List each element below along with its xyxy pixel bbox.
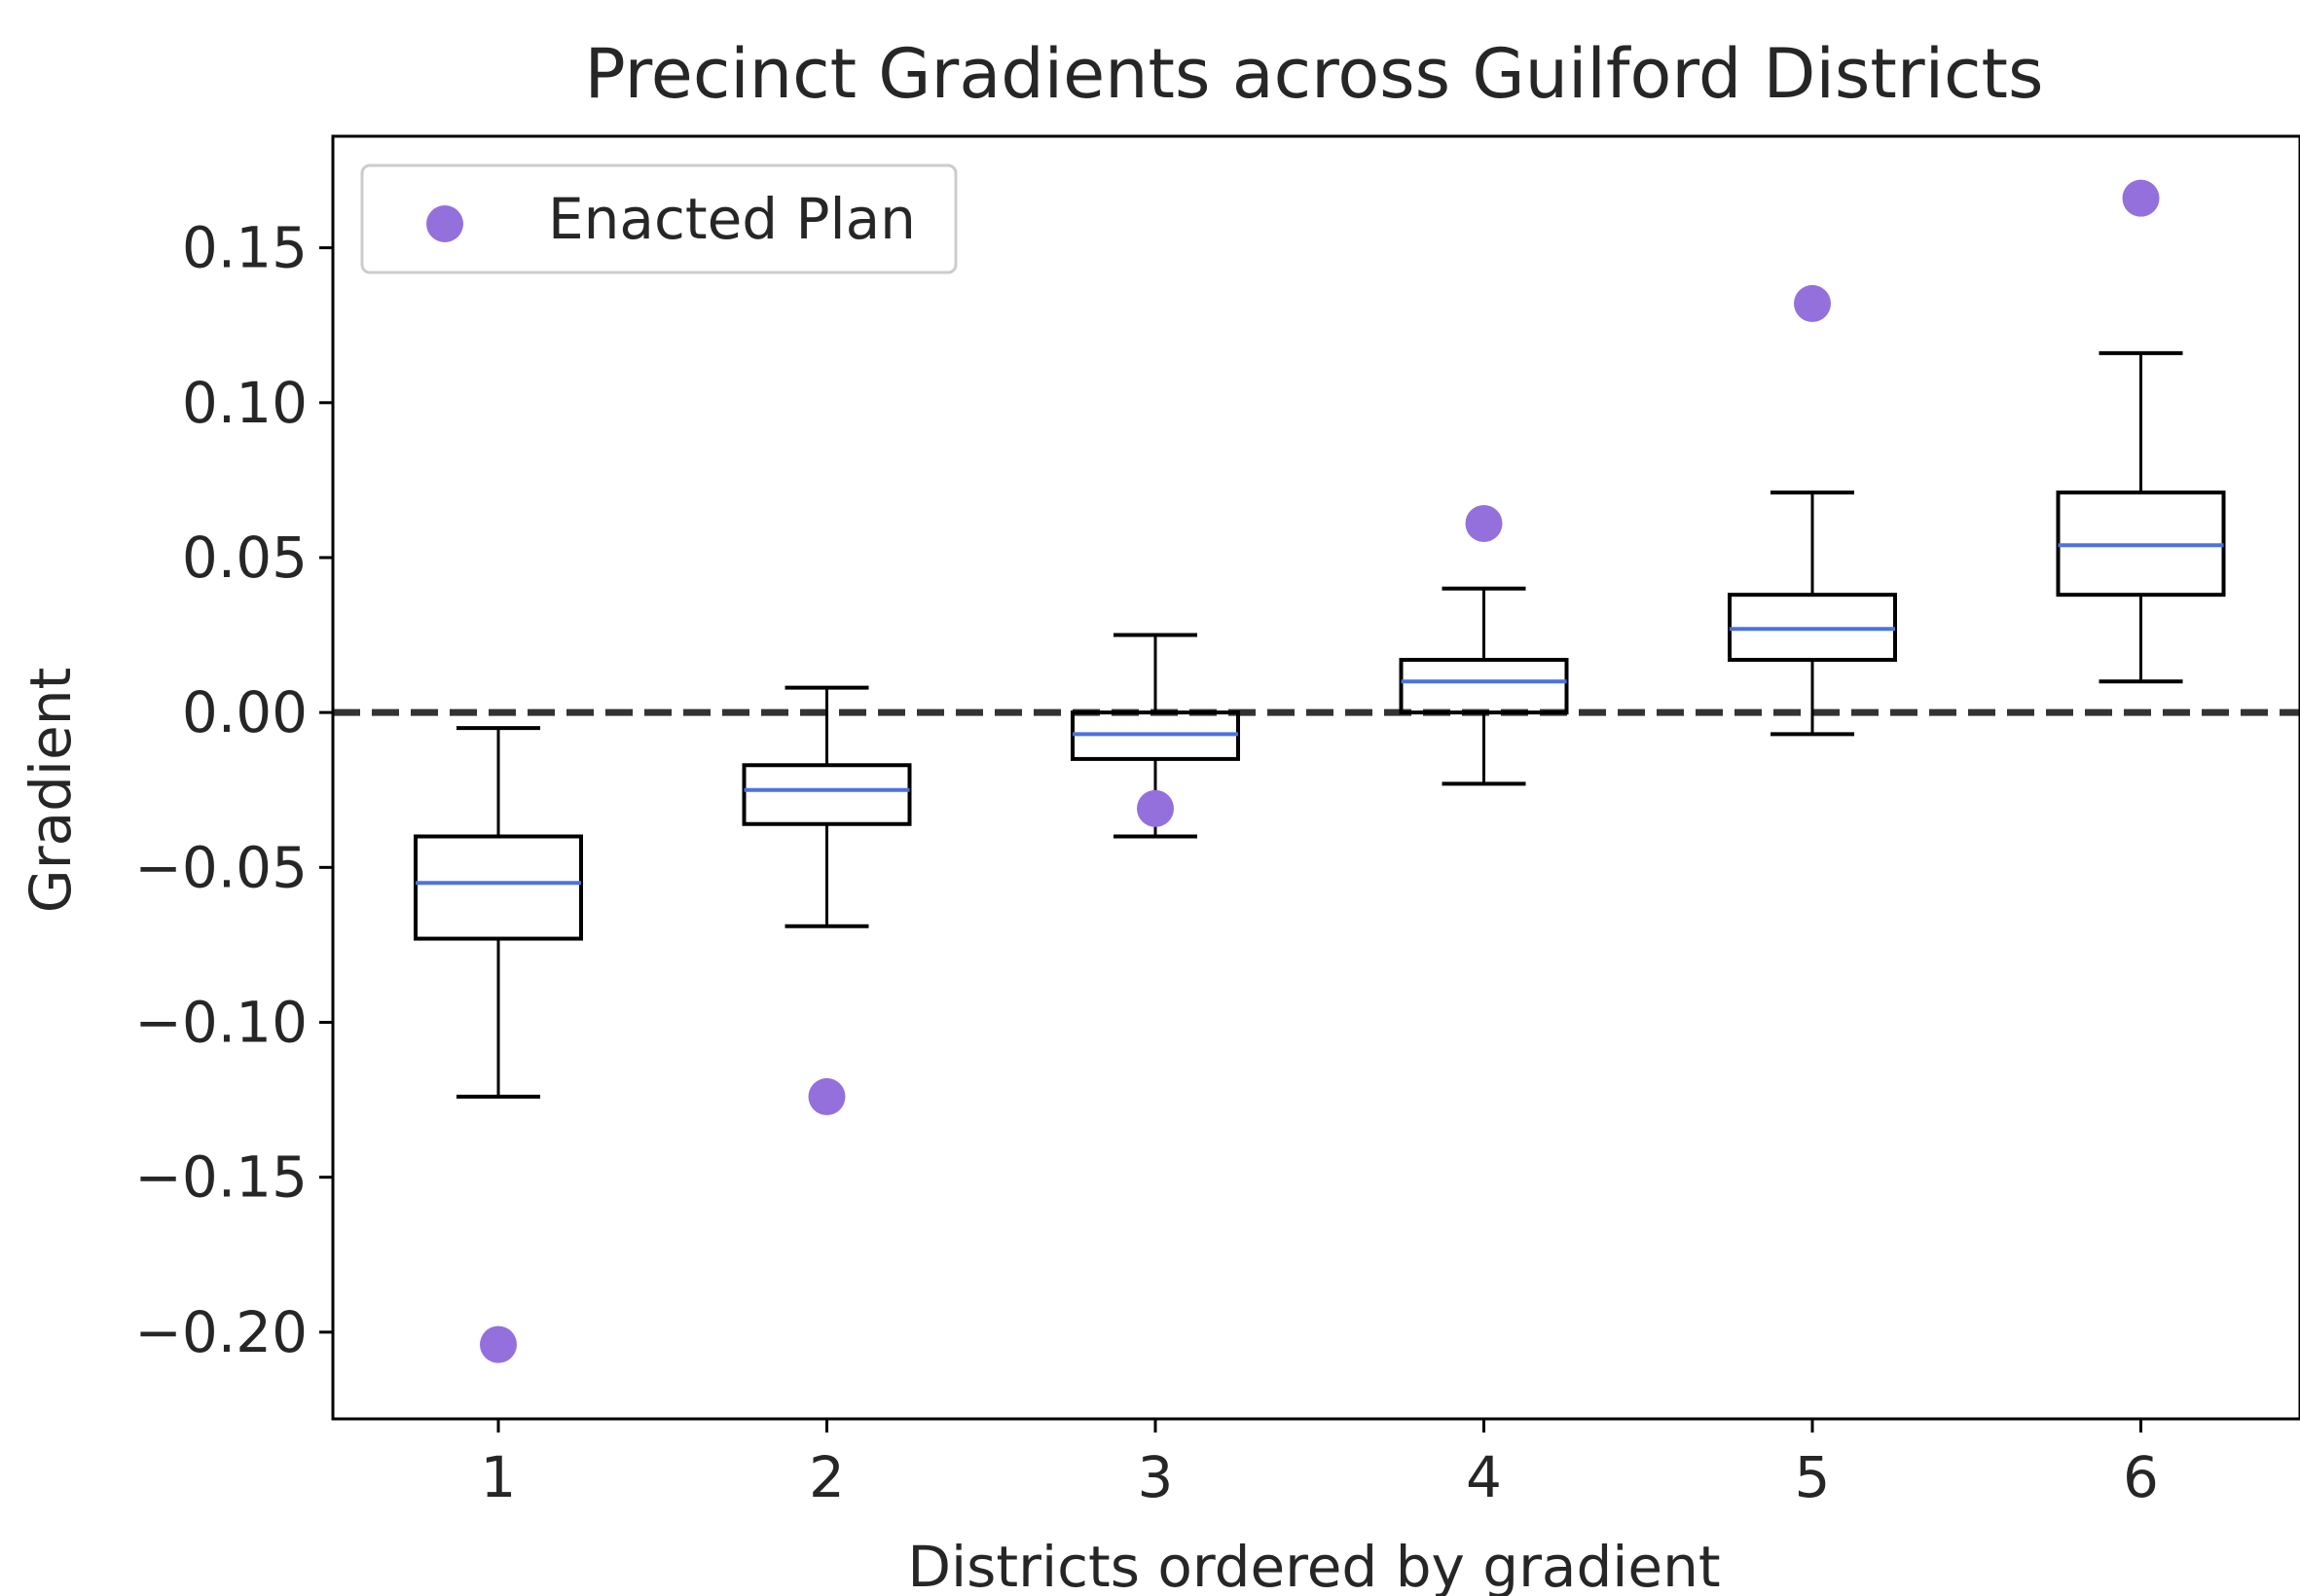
- box-district-4: [1399, 586, 1569, 786]
- x-tick-label: 2: [809, 1444, 845, 1510]
- enacted-point-district-5: [1794, 284, 1831, 322]
- legend-marker-enacted: [426, 205, 463, 242]
- plot-area: [333, 179, 2300, 1363]
- enacted-point-district-4: [1465, 504, 1503, 542]
- enacted-point-district-2: [808, 1077, 846, 1115]
- y-tick-label: −0.20: [134, 1299, 308, 1365]
- legend: Enacted Plan: [360, 163, 958, 274]
- box-district-6: [2056, 350, 2226, 684]
- box-district-1: [414, 726, 583, 1099]
- y-tick-label: −0.05: [134, 834, 308, 900]
- y-tick-label: 0.00: [182, 679, 308, 745]
- y-tick-label: 0.05: [182, 525, 308, 591]
- iqr-box: [742, 763, 912, 826]
- x-tick-label: 1: [481, 1444, 517, 1510]
- x-tick-label: 4: [1466, 1444, 1502, 1510]
- y-tick-label: 0.10: [182, 370, 308, 436]
- enacted-point-district-3: [1137, 789, 1174, 827]
- box-district-2: [742, 685, 912, 928]
- box-district-5: [1728, 490, 1897, 737]
- iqr-box: [1399, 658, 1569, 715]
- y-axis: −0.20 −0.15 −0.10 −0.05 0.00 0.05 0.10 0.15: [134, 215, 333, 1365]
- chart-title: Precinct Gradients across Guilford Distr…: [585, 34, 2044, 114]
- iqr-box: [414, 834, 583, 941]
- axes-frame: [331, 134, 2300, 1421]
- y-tick-label: −0.15: [134, 1144, 308, 1211]
- x-tick-label: 6: [2123, 1444, 2159, 1510]
- enacted-point-district-6: [2122, 179, 2160, 217]
- x-tick-label: 3: [1138, 1444, 1174, 1510]
- enacted-point-district-1: [480, 1325, 517, 1363]
- y-tick-label: 0.15: [182, 215, 308, 281]
- y-tick-label: −0.10: [134, 990, 308, 1056]
- x-axis-label: Districts ordered by gradient: [907, 1534, 1720, 1596]
- legend-label-enacted: Enacted Plan: [548, 186, 916, 252]
- x-axis: 1 2 3 4 5 6: [481, 1419, 2159, 1510]
- y-axis-label: Gradient: [18, 668, 84, 913]
- x-tick-label: 5: [1795, 1444, 1831, 1510]
- legend-box: [360, 163, 958, 274]
